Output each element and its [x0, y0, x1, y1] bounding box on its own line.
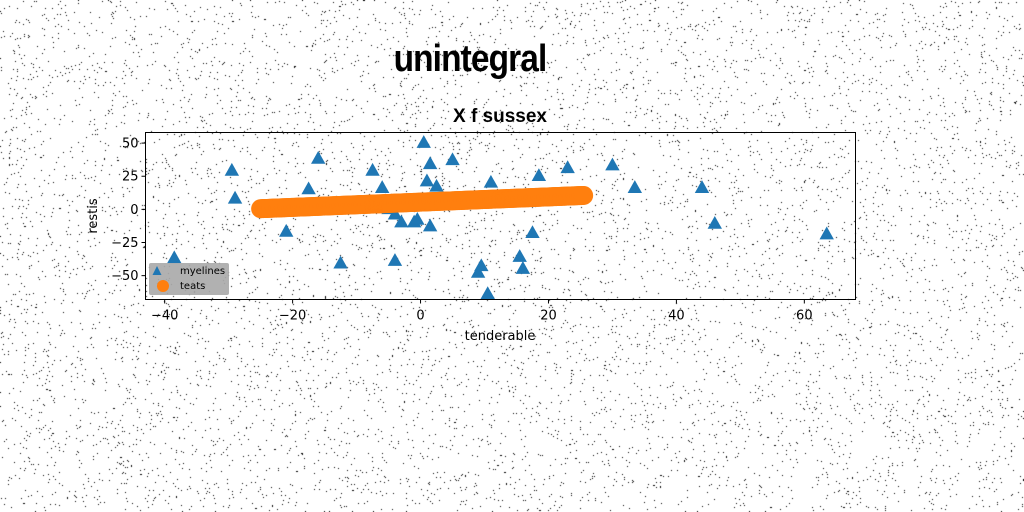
y-tick-label: 25	[122, 170, 139, 185]
data-point-myelines	[483, 174, 499, 188]
x-tick-label: 40	[668, 309, 685, 324]
y-tick-label: −50	[111, 269, 138, 284]
legend-label-myelines: myelines	[180, 266, 225, 277]
x-tick-label: 0	[416, 309, 424, 324]
x-axis-ticks: −40 −20 0 20 40 60	[151, 299, 813, 324]
axes-frame	[145, 132, 856, 300]
data-point-myelines	[694, 180, 710, 193]
data-point-myelines	[560, 160, 575, 174]
data-point-myelines	[605, 157, 620, 171]
y-axis-ticks: −50 −25 0 25 50	[111, 137, 146, 284]
data-point-myelines	[333, 255, 348, 269]
data-point-myelines	[365, 162, 380, 176]
data-point-myelines	[445, 152, 460, 166]
data-point-myelines	[419, 173, 435, 187]
y-tick-label: 0	[130, 203, 138, 218]
legend-label-teats: teats	[180, 281, 205, 292]
data-point-myelines	[627, 180, 643, 193]
data-point-myelines	[819, 226, 834, 240]
data-point-myelines	[167, 250, 182, 264]
data-point-myelines	[394, 214, 409, 228]
x-tick-label: 20	[540, 309, 557, 324]
data-point-teats	[574, 185, 594, 205]
data-point-myelines	[224, 162, 240, 176]
figure-suptitle: unintegral	[393, 38, 548, 80]
data-point-myelines	[387, 206, 403, 220]
data-point-myelines	[374, 180, 390, 193]
data-point-myelines	[422, 218, 438, 232]
data-point-myelines	[301, 181, 316, 195]
x-tick-label: −20	[279, 309, 306, 324]
data-point-myelines	[422, 156, 438, 170]
legend-box	[149, 263, 229, 295]
data-point-myelines	[531, 168, 547, 182]
legend-triangle-icon	[152, 266, 162, 275]
data-point-myelines	[515, 261, 531, 274]
data-point-myelines	[480, 286, 495, 299]
data-point-myelines	[525, 225, 540, 239]
data-point-myelines	[416, 135, 431, 148]
data-point-myelines	[387, 253, 403, 266]
x-tick-label: 60	[796, 309, 813, 324]
data-point-myelines	[279, 223, 294, 237]
y-tick-label: 50	[122, 137, 139, 152]
x-axis-label: tenderable	[465, 329, 536, 344]
data-point-myelines	[470, 264, 486, 278]
plot-area	[167, 135, 834, 299]
data-point-myelines	[474, 258, 489, 272]
data-point-myelines	[311, 151, 326, 164]
data-point-myelines	[227, 190, 243, 204]
x-tick-label: −40	[151, 309, 178, 324]
data-point-myelines	[707, 215, 722, 229]
y-axis-label: restis	[86, 198, 101, 234]
legend: myelines teats	[149, 263, 229, 295]
chart-title: X f sussex	[453, 106, 547, 127]
legend-circle-icon	[157, 280, 169, 292]
data-point-myelines	[429, 178, 444, 192]
data-point-myelines	[512, 249, 527, 262]
data-point-myelines	[410, 211, 425, 225]
y-tick-label: −25	[111, 236, 138, 251]
